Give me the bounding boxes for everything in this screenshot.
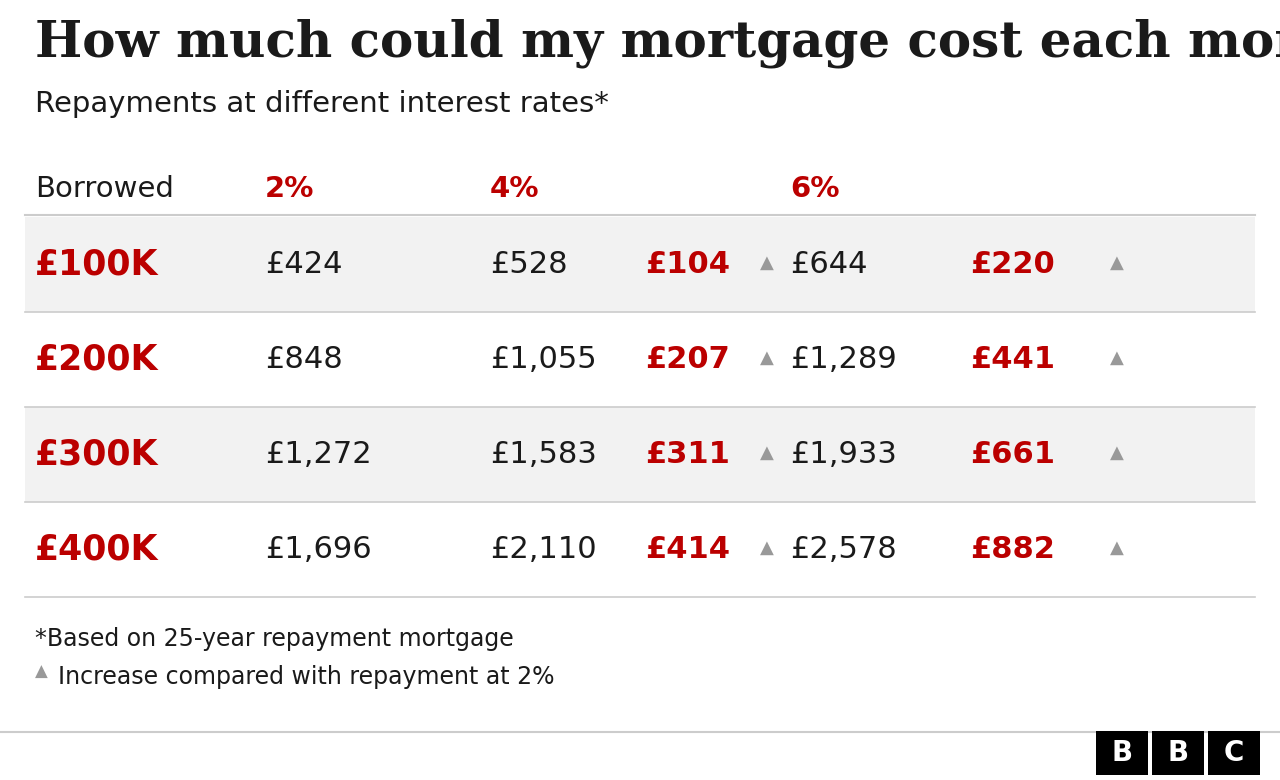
Text: £414: £414 (645, 535, 730, 564)
Text: £104: £104 (645, 250, 730, 279)
Text: £848: £848 (265, 345, 343, 374)
Bar (26, 407, 1254, 502)
Text: £1,272: £1,272 (265, 440, 371, 469)
Text: £400K: £400K (35, 533, 159, 566)
Text: C: C (1224, 739, 1244, 767)
Text: Increase compared with repayment at 2%: Increase compared with repayment at 2% (58, 665, 554, 689)
Text: ▲: ▲ (760, 254, 774, 271)
Bar (1152, 731, 1204, 775)
Text: B: B (1167, 739, 1189, 767)
Text: How much could my mortgage cost each month?: How much could my mortgage cost each mon… (35, 18, 1280, 68)
Text: £300K: £300K (35, 438, 159, 471)
Text: £528: £528 (490, 250, 567, 279)
Text: £2,578: £2,578 (790, 535, 897, 564)
Text: Repayments at different interest rates*: Repayments at different interest rates* (35, 90, 609, 118)
Bar (1096, 731, 1148, 775)
Text: ▲: ▲ (1110, 254, 1124, 271)
Bar (26, 217, 1254, 312)
Text: £200K: £200K (35, 342, 159, 377)
Text: £1,055: £1,055 (490, 345, 596, 374)
Text: ▲: ▲ (35, 663, 47, 681)
Text: 6%: 6% (790, 175, 840, 203)
Text: ▲: ▲ (760, 444, 774, 462)
Text: £441: £441 (970, 345, 1055, 374)
Text: £661: £661 (970, 440, 1055, 469)
Text: £1,583: £1,583 (490, 440, 596, 469)
Text: £2,110: £2,110 (490, 535, 596, 564)
Text: 4%: 4% (490, 175, 539, 203)
Text: ▲: ▲ (1110, 349, 1124, 367)
Text: 2%: 2% (265, 175, 315, 203)
Text: £424: £424 (265, 250, 343, 279)
Text: £1,696: £1,696 (265, 535, 371, 564)
Text: £100K: £100K (35, 247, 159, 282)
Text: £311: £311 (645, 440, 730, 469)
Text: £220: £220 (970, 250, 1055, 279)
Text: ▲: ▲ (1110, 444, 1124, 462)
Text: £1,289: £1,289 (790, 345, 897, 374)
Text: £882: £882 (970, 535, 1055, 564)
Text: B: B (1111, 739, 1133, 767)
Bar (1208, 731, 1260, 775)
Text: ▲: ▲ (760, 538, 774, 556)
Text: £644: £644 (790, 250, 868, 279)
Text: ▲: ▲ (760, 349, 774, 367)
Text: £207: £207 (645, 345, 730, 374)
Text: *Based on 25-year repayment mortgage: *Based on 25-year repayment mortgage (35, 627, 513, 651)
Text: ▲: ▲ (1110, 538, 1124, 556)
Text: Borrowed: Borrowed (35, 175, 174, 203)
Text: £1,933: £1,933 (790, 440, 897, 469)
